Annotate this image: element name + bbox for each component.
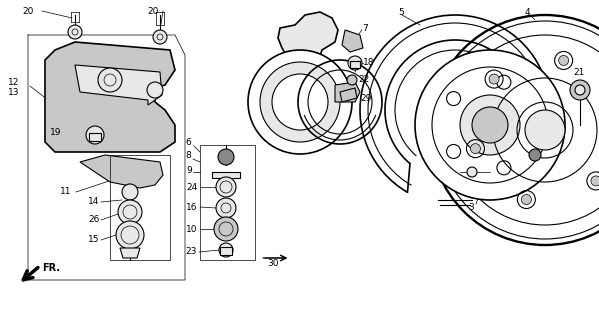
Bar [110, 155, 170, 260]
Circle shape [347, 75, 357, 85]
Polygon shape [80, 155, 163, 188]
Circle shape [86, 126, 104, 144]
Circle shape [260, 62, 340, 142]
Text: 20: 20 [22, 6, 34, 15]
Circle shape [98, 68, 122, 92]
Text: 5: 5 [398, 7, 404, 17]
Circle shape [216, 177, 236, 197]
Bar [350, 61, 360, 68]
Circle shape [218, 149, 234, 165]
Circle shape [147, 82, 163, 98]
Circle shape [118, 200, 142, 224]
Text: 13: 13 [8, 87, 20, 97]
Circle shape [153, 30, 167, 44]
Circle shape [570, 80, 590, 100]
Text: 28: 28 [462, 132, 473, 141]
Circle shape [248, 50, 352, 154]
Circle shape [68, 25, 82, 39]
Text: 29: 29 [360, 93, 371, 102]
Text: 21: 21 [573, 68, 585, 76]
Polygon shape [342, 30, 363, 52]
Text: 12: 12 [8, 77, 19, 86]
Text: 1: 1 [342, 116, 348, 124]
Text: 20: 20 [147, 6, 158, 15]
Text: 4: 4 [525, 7, 531, 17]
Text: 7: 7 [362, 23, 368, 33]
Text: 18: 18 [363, 58, 374, 67]
Text: 16: 16 [186, 203, 198, 212]
Circle shape [214, 217, 238, 241]
Circle shape [529, 149, 541, 161]
Text: 27: 27 [573, 84, 585, 92]
Polygon shape [45, 42, 175, 152]
Circle shape [272, 74, 328, 130]
Text: 2: 2 [268, 63, 274, 73]
Text: 8: 8 [185, 150, 190, 159]
Text: 24: 24 [186, 182, 197, 191]
Circle shape [591, 176, 599, 186]
Text: 17: 17 [453, 180, 464, 189]
Circle shape [521, 195, 531, 204]
Text: 14: 14 [88, 197, 99, 206]
Text: 22: 22 [358, 75, 369, 84]
Circle shape [219, 243, 233, 257]
Bar [220, 247, 232, 255]
Circle shape [460, 95, 520, 155]
Circle shape [472, 107, 508, 143]
Text: 30: 30 [267, 260, 279, 268]
Circle shape [116, 221, 144, 249]
Text: 3: 3 [468, 204, 474, 212]
Circle shape [415, 50, 565, 200]
Circle shape [489, 74, 499, 84]
Circle shape [467, 167, 477, 177]
Circle shape [525, 110, 565, 150]
Circle shape [216, 198, 236, 218]
Text: 6: 6 [185, 138, 190, 147]
Text: 25: 25 [350, 60, 361, 69]
Text: 10: 10 [186, 225, 198, 234]
Circle shape [470, 144, 480, 154]
Polygon shape [340, 88, 357, 102]
Text: 15: 15 [88, 236, 99, 244]
Bar [200, 145, 255, 260]
Polygon shape [278, 12, 338, 134]
Circle shape [122, 184, 138, 200]
Bar [89, 133, 101, 141]
Text: 23: 23 [185, 247, 196, 257]
Polygon shape [335, 82, 360, 102]
Text: 11: 11 [60, 188, 71, 196]
Circle shape [575, 85, 585, 95]
Circle shape [348, 56, 362, 70]
Polygon shape [120, 248, 140, 258]
Text: 26: 26 [88, 215, 99, 225]
Circle shape [559, 55, 568, 66]
Text: 9: 9 [186, 165, 192, 174]
Polygon shape [212, 172, 240, 178]
Polygon shape [75, 65, 162, 105]
Text: FR.: FR. [42, 263, 60, 273]
Text: 19: 19 [50, 127, 62, 137]
